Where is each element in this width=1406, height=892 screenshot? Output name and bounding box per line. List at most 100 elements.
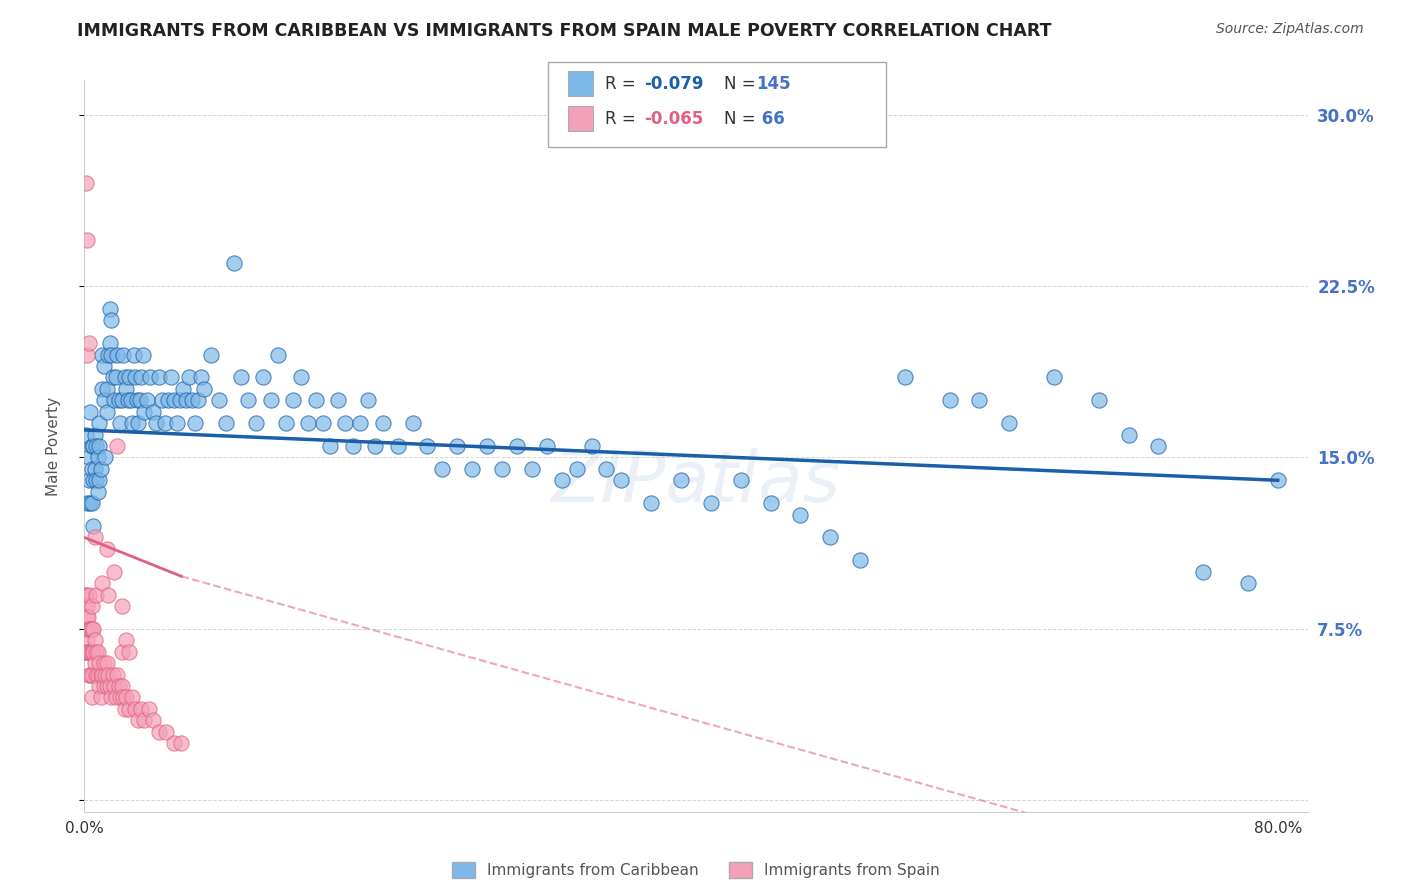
Point — [76, 348, 98, 362]
Point — [76, 610, 98, 624]
Point — [107, 679, 129, 693]
Point — [342, 439, 364, 453]
Point — [77, 622, 100, 636]
Point — [79, 496, 101, 510]
Point — [475, 439, 498, 453]
Point — [83, 530, 105, 544]
Point — [274, 416, 297, 430]
Point — [818, 530, 841, 544]
Point — [77, 667, 100, 681]
Point — [76, 633, 98, 648]
Point — [565, 462, 588, 476]
Point — [127, 714, 149, 728]
Point — [416, 439, 439, 453]
Point — [77, 450, 100, 465]
Point — [91, 348, 114, 362]
Point — [150, 393, 173, 408]
Point — [132, 714, 155, 728]
Point — [93, 359, 115, 373]
Point — [200, 348, 222, 362]
Point — [118, 702, 141, 716]
Text: ZIPatlas: ZIPatlas — [551, 448, 841, 517]
Point — [312, 416, 335, 430]
Point — [180, 393, 202, 408]
Point — [80, 462, 103, 476]
Point — [83, 656, 105, 670]
Text: IMMIGRANTS FROM CARIBBEAN VS IMMIGRANTS FROM SPAIN MALE POVERTY CORRELATION CHAR: IMMIGRANTS FROM CARIBBEAN VS IMMIGRANTS … — [77, 22, 1052, 40]
Point — [101, 667, 124, 681]
Point — [139, 370, 162, 384]
Point — [401, 416, 423, 430]
Point — [506, 439, 529, 453]
Point — [111, 645, 134, 659]
Point — [103, 679, 125, 693]
Point — [155, 724, 177, 739]
Point — [91, 382, 114, 396]
Point — [104, 690, 127, 705]
Point — [132, 405, 155, 419]
Point — [80, 667, 103, 681]
Text: N =: N = — [724, 75, 761, 93]
Point — [193, 382, 215, 396]
Point — [187, 393, 209, 408]
Point — [89, 473, 111, 487]
Point — [94, 667, 117, 681]
Point — [1237, 576, 1260, 591]
Point — [117, 393, 139, 408]
Point — [387, 439, 409, 453]
Point — [172, 382, 194, 396]
Point — [446, 439, 468, 453]
Point — [83, 633, 105, 648]
Point — [1267, 473, 1289, 487]
Point — [136, 393, 159, 408]
Text: 66: 66 — [756, 110, 785, 128]
Point — [97, 667, 120, 681]
Point — [77, 473, 100, 487]
Point — [849, 553, 872, 567]
Point — [75, 622, 97, 636]
Point — [100, 313, 122, 327]
Point — [94, 450, 117, 465]
Point — [84, 667, 107, 681]
Point — [184, 416, 207, 430]
Point — [93, 679, 115, 693]
Point — [938, 393, 960, 408]
Point — [90, 667, 112, 681]
Point — [121, 690, 143, 705]
Point — [115, 633, 138, 648]
Point — [77, 336, 100, 351]
Point — [128, 393, 150, 408]
Point — [122, 348, 145, 362]
Point — [82, 645, 104, 659]
Point — [432, 462, 454, 476]
Text: 145: 145 — [756, 75, 792, 93]
Point — [80, 690, 103, 705]
Point — [595, 462, 617, 476]
Point — [114, 702, 136, 716]
Point — [759, 496, 782, 510]
Point — [79, 667, 101, 681]
Point — [142, 405, 165, 419]
Point — [267, 348, 290, 362]
Text: R =: R = — [605, 110, 641, 128]
Point — [998, 416, 1021, 430]
Point — [640, 496, 662, 510]
Point — [100, 690, 122, 705]
Point — [1147, 439, 1170, 453]
Point — [82, 622, 104, 636]
Point — [371, 416, 394, 430]
Point — [83, 462, 105, 476]
Point — [77, 588, 100, 602]
Point — [131, 348, 153, 362]
Point — [87, 645, 110, 659]
Point — [129, 370, 152, 384]
Point — [105, 348, 128, 362]
Point — [138, 702, 160, 716]
Point — [215, 416, 238, 430]
Point — [364, 439, 387, 453]
Point — [96, 656, 118, 670]
Legend: Immigrants from Caribbean, Immigrants from Spain: Immigrants from Caribbean, Immigrants fr… — [446, 856, 946, 885]
Point — [105, 439, 128, 453]
Point — [245, 416, 267, 430]
Point — [1192, 565, 1215, 579]
